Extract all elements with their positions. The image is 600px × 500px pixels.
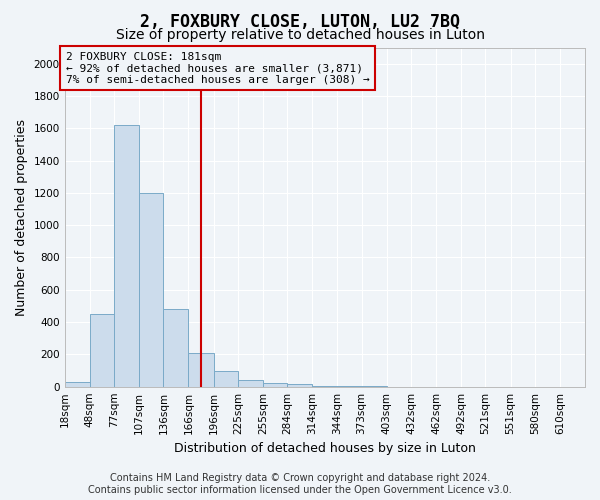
Bar xyxy=(163,309,188,386)
Text: Contains HM Land Registry data © Crown copyright and database right 2024.
Contai: Contains HM Land Registry data © Crown c… xyxy=(88,474,512,495)
Text: 2 FOXBURY CLOSE: 181sqm
← 92% of detached houses are smaller (3,871)
7% of semi-: 2 FOXBURY CLOSE: 181sqm ← 92% of detache… xyxy=(65,52,369,85)
Bar xyxy=(238,380,263,386)
Bar xyxy=(214,370,238,386)
Y-axis label: Number of detached properties: Number of detached properties xyxy=(15,118,28,316)
Bar xyxy=(263,382,287,386)
Bar xyxy=(188,353,214,386)
X-axis label: Distribution of detached houses by size in Luton: Distribution of detached houses by size … xyxy=(174,442,476,455)
Text: Size of property relative to detached houses in Luton: Size of property relative to detached ho… xyxy=(115,28,485,42)
Bar xyxy=(90,314,114,386)
Bar xyxy=(287,384,312,386)
Text: 2, FOXBURY CLOSE, LUTON, LU2 7BQ: 2, FOXBURY CLOSE, LUTON, LU2 7BQ xyxy=(140,12,460,30)
Bar xyxy=(65,382,90,386)
Bar xyxy=(114,125,139,386)
Bar xyxy=(139,193,163,386)
